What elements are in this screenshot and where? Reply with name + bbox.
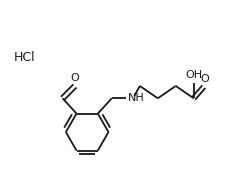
Text: O: O [199, 74, 208, 84]
Text: O: O [70, 73, 79, 83]
Text: OH: OH [185, 70, 202, 80]
Text: NH: NH [127, 93, 144, 103]
Text: HCl: HCl [14, 51, 35, 64]
